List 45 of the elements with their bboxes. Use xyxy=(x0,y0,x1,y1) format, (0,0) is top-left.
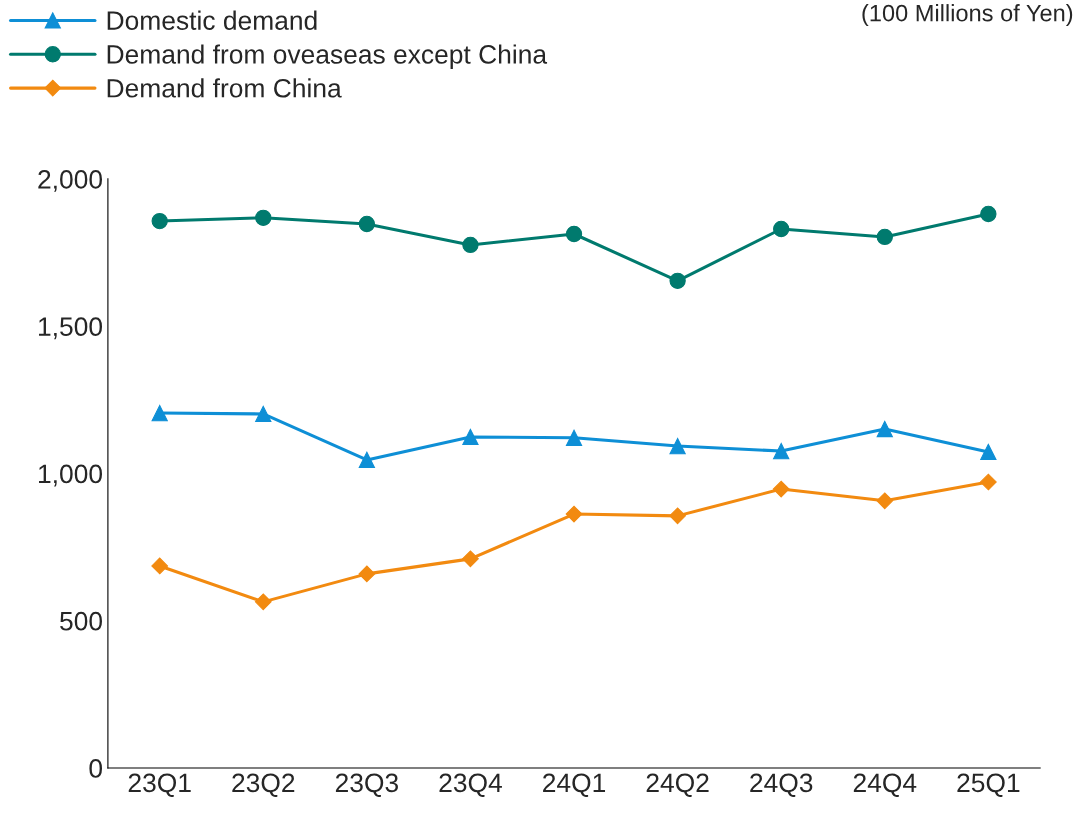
x-tick-label: 23Q3 xyxy=(335,773,398,797)
point xyxy=(358,215,376,233)
point xyxy=(151,557,169,575)
point xyxy=(254,593,272,611)
point xyxy=(876,492,894,510)
point xyxy=(669,272,686,289)
y-tick-label: 500 xyxy=(60,611,103,631)
x-tick-label: 24Q4 xyxy=(853,773,917,797)
point xyxy=(980,205,997,223)
y-tick-label: 1,500 xyxy=(39,317,103,340)
legend-label: Domestic demand xyxy=(107,10,317,30)
point xyxy=(876,420,893,438)
point xyxy=(462,428,479,446)
y-tick-label: 0 xyxy=(89,759,103,778)
x-tick-label: 24Q3 xyxy=(750,773,813,797)
point xyxy=(358,451,376,469)
point xyxy=(151,404,168,422)
point xyxy=(876,228,893,246)
point xyxy=(773,220,790,238)
point xyxy=(255,209,272,226)
point xyxy=(979,473,997,491)
x-tick-label: 25Q1 xyxy=(957,773,1020,797)
point xyxy=(151,212,168,230)
point xyxy=(565,429,583,446)
point xyxy=(565,505,583,523)
legend-label: Demand from China xyxy=(107,78,342,98)
x-tick-label: 23Q4 xyxy=(439,773,502,797)
point xyxy=(669,437,686,455)
point xyxy=(773,442,790,460)
legend-label: Demand from oveaseas except China xyxy=(107,44,548,69)
point xyxy=(772,480,790,498)
y-tick-label: 1,000 xyxy=(39,464,103,487)
point xyxy=(565,225,583,243)
x-tick-label: 24Q1 xyxy=(543,773,606,797)
x-tick-label: 23Q1 xyxy=(128,773,191,797)
point xyxy=(255,405,272,423)
point xyxy=(462,550,479,568)
x-tick-label: 23Q2 xyxy=(232,773,295,797)
point xyxy=(980,443,997,461)
x-tick-label: 24Q2 xyxy=(646,773,709,797)
point xyxy=(669,507,686,525)
y-tick-label: 2,000 xyxy=(38,170,103,192)
point xyxy=(358,565,376,583)
point xyxy=(462,236,479,254)
text: (100 Millions of Yen) xyxy=(862,4,1073,27)
